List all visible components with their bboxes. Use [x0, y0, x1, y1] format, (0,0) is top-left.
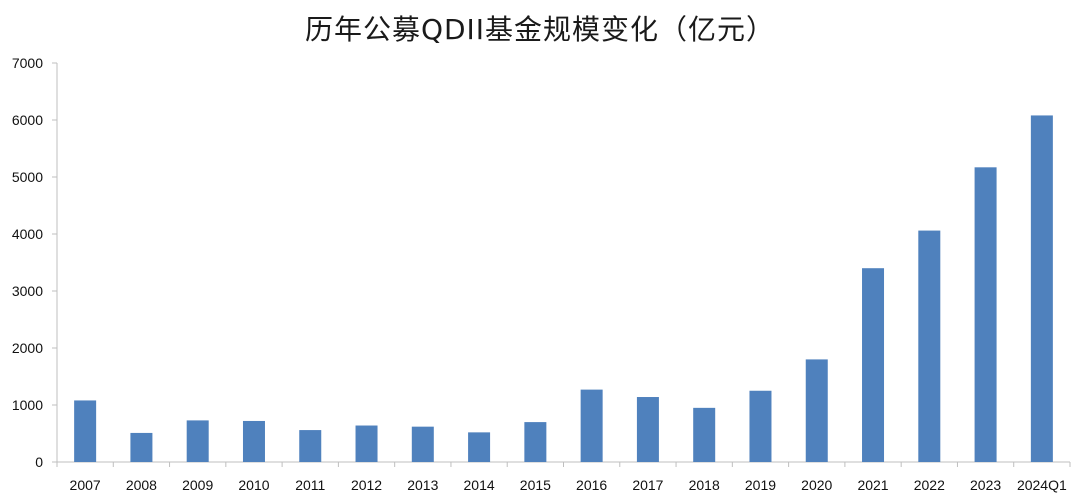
x-tick-label: 2011: [295, 477, 325, 493]
bar-2020: [805, 359, 828, 462]
bar-2010: [242, 420, 265, 462]
x-tick-label: 2017: [632, 477, 663, 493]
bar-2009: [186, 420, 209, 462]
x-tick-label: 2016: [576, 477, 607, 493]
x-tick-label: 2024Q1: [1017, 477, 1067, 493]
x-tick-label: 2021: [857, 477, 888, 493]
bar-2023: [974, 167, 997, 462]
y-tick-label: 1000: [12, 397, 43, 413]
chart-title: 历年公募QDII基金规模变化（亿元）: [304, 13, 776, 46]
bar-2012: [355, 425, 378, 462]
y-tick-label: 4000: [12, 226, 43, 242]
y-tick-label: 6000: [12, 112, 43, 128]
x-tick-labels: 2007 2008 2009 2010 2011 2012 2013 2014 2015 2016…: [70, 477, 1067, 493]
bar-2017: [636, 397, 659, 462]
bar-2018: [693, 407, 716, 462]
bar-2013: [411, 426, 434, 462]
x-tick-label: 2012: [351, 477, 382, 493]
x-tick-label: 2022: [914, 477, 945, 493]
y-tick-label: 7000: [12, 55, 43, 71]
bar-2016: [580, 389, 603, 462]
x-tick-label: 2010: [238, 477, 269, 493]
bar-2008: [130, 432, 153, 462]
x-tick-label: 2009: [182, 477, 213, 493]
bar-2024Q1: [1030, 115, 1053, 462]
y-tick-label: 0: [35, 454, 43, 470]
x-tick-label: 2014: [464, 477, 495, 493]
bar-2021: [862, 268, 885, 462]
x-tick-label: 2015: [520, 477, 551, 493]
y-tick-label: 5000: [12, 169, 43, 185]
x-tick-label: 2020: [801, 477, 832, 493]
bar-2015: [524, 422, 547, 462]
x-tick-label: 2008: [126, 477, 157, 493]
bar-2014: [468, 432, 491, 462]
bar-2011: [299, 430, 322, 462]
x-tick-label: 2013: [407, 477, 438, 493]
y-tick-label: 2000: [12, 340, 43, 356]
bars: [74, 115, 1053, 462]
y-tick-labels: 0 1000 2000 3000 4000 5000 6000 7000: [12, 55, 43, 470]
bar-2007: [74, 400, 97, 462]
x-tick-label: 2019: [745, 477, 776, 493]
bar-2022: [918, 230, 941, 462]
x-tick-label: 2018: [689, 477, 720, 493]
axes: [52, 62, 1071, 467]
bar-2019: [749, 390, 772, 462]
y-tick-label: 3000: [12, 283, 43, 299]
x-tick-label: 2023: [970, 477, 1001, 493]
x-tick-label: 2007: [70, 477, 101, 493]
